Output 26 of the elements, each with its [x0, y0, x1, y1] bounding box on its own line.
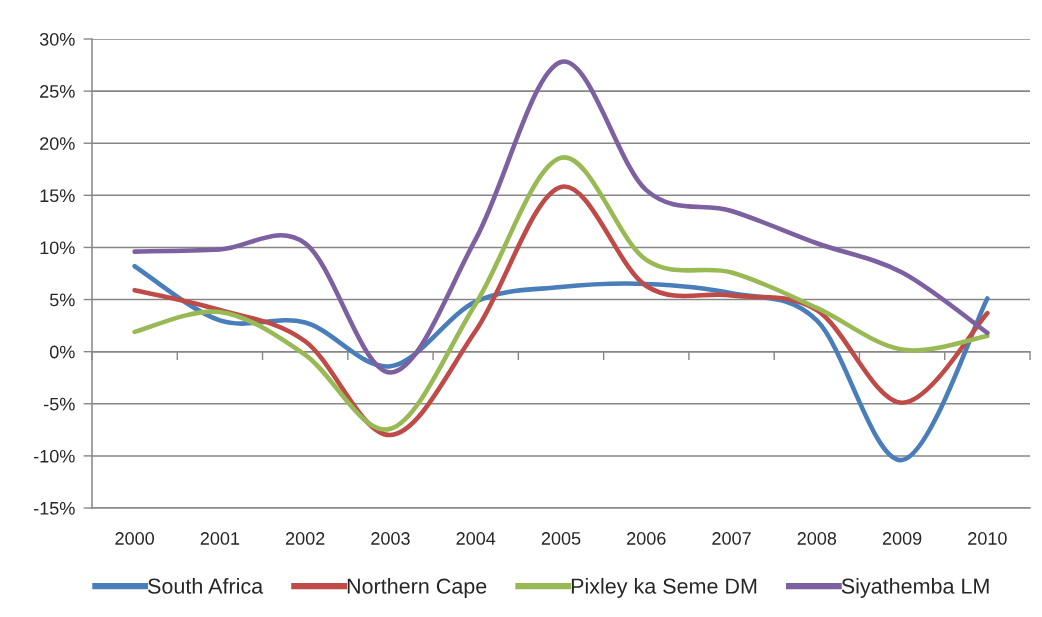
x-tick-label: 2010: [968, 532, 1007, 545]
legend-label: Northern Cape: [347, 577, 487, 599]
x-tick-label: 2009: [882, 532, 922, 545]
x-tick-label: 2000: [115, 532, 155, 545]
y-tick-label: 20%: [40, 137, 75, 150]
y-tick-label: 15%: [40, 189, 75, 203]
legend-label: Pixley ka Seme DM: [571, 577, 757, 599]
x-tick-label: 2006: [627, 532, 666, 545]
y-tick-label: 30%: [39, 32, 75, 46]
x-tick-label: 2002: [286, 532, 325, 545]
y-tick-label: 0%: [49, 345, 75, 359]
y-tick-label: 5%: [49, 293, 75, 307]
x-tick-label: 2004: [456, 532, 496, 545]
x-tick-label: 2005: [541, 532, 581, 545]
x-tick-label: 2001: [200, 532, 240, 545]
legend-label: South Africa: [148, 577, 264, 594]
y-tick-label: 25%: [40, 85, 75, 98]
x-tick-label: 2007: [712, 532, 751, 545]
line-series: [132, 59, 990, 375]
y-tick-label: -10%: [33, 449, 75, 463]
y-tick-label: -5%: [44, 397, 75, 411]
x-tick-label: 2003: [371, 532, 410, 545]
y-tick-label: 10%: [40, 241, 75, 255]
legend-label: Siyathemba LM: [841, 577, 989, 599]
y-tick-label: -15%: [33, 502, 75, 515]
x-tick-label: 2008: [797, 532, 837, 545]
